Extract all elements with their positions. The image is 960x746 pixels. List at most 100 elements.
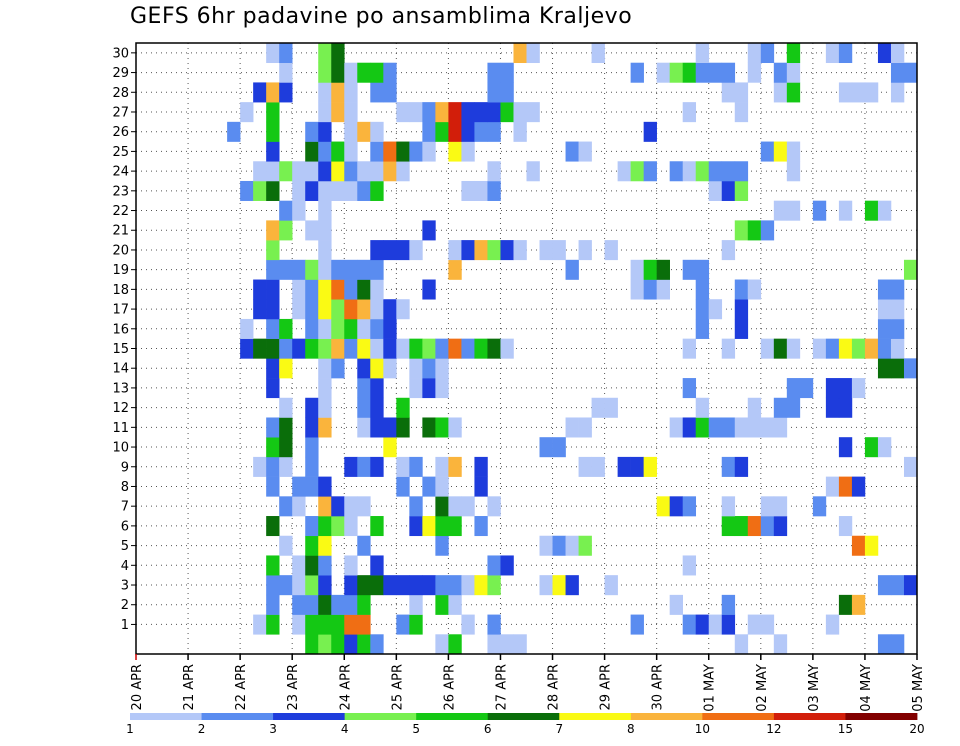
heatmap-cell: [513, 634, 527, 655]
heatmap-cell: [877, 200, 892, 221]
heatmap-cell: [305, 575, 319, 596]
heatmap-cell: [292, 594, 306, 615]
heatmap-cell: [656, 496, 670, 517]
heatmap-cell: [565, 535, 579, 556]
heatmap-cell: [825, 378, 840, 399]
heatmap-cell: [773, 62, 788, 83]
heatmap-cell: [526, 102, 540, 123]
heatmap-cell: [357, 575, 371, 596]
heatmap-cell: [370, 121, 384, 142]
heatmap-cell: [851, 338, 866, 359]
heatmap-cell: [357, 378, 371, 399]
heatmap-cell: [318, 516, 332, 537]
colorbar-segment: [344, 713, 417, 720]
heatmap-cell: [513, 43, 527, 64]
heatmap-cell: [773, 200, 788, 221]
heatmap-cell: [305, 417, 319, 438]
y-tick-label: 8: [121, 480, 129, 495]
heatmap-cell: [448, 240, 462, 261]
heatmap-cell: [318, 141, 332, 162]
heatmap-cell: [370, 180, 384, 201]
heatmap-cell: [760, 141, 775, 162]
heatmap-cell: [552, 575, 566, 596]
heatmap-cell: [435, 102, 449, 123]
heatmap-cell: [721, 338, 736, 359]
heatmap-cell: [435, 634, 449, 655]
heatmap-cell: [266, 82, 280, 103]
heatmap-cell: [474, 575, 488, 596]
heatmap-cell: [318, 180, 332, 201]
heatmap-cell: [838, 200, 853, 221]
heatmap-cell: [435, 476, 449, 497]
heatmap-cell: [500, 555, 514, 576]
y-tick-label: 14: [112, 362, 129, 377]
heatmap-cell: [487, 62, 501, 83]
heatmap-cell: [851, 476, 866, 497]
colorbar: 1 2 3 4 5 6 7 8 10 12 15 20: [126, 713, 925, 736]
y-tick-label: 10: [112, 441, 129, 456]
heatmap-cell: [383, 299, 397, 320]
heatmap-cell: [357, 496, 371, 517]
heatmap-cell: [851, 82, 866, 103]
x-tick-label: 01 MAY: [703, 664, 718, 712]
heatmap-cell: [331, 82, 345, 103]
heatmap-cell: [370, 634, 384, 655]
heatmap-cell: [383, 62, 397, 83]
colorbar-segment: [273, 713, 346, 720]
heatmap-cell: [838, 594, 853, 615]
heatmap-cell: [708, 614, 723, 635]
colorbar-segment: [130, 713, 202, 720]
heatmap-cell: [890, 358, 905, 379]
heatmap-cell: [877, 279, 892, 300]
heatmap-cell: [357, 161, 371, 182]
y-tick-label: 28: [112, 86, 129, 101]
heatmap-cell: [318, 240, 332, 261]
heatmap-cell: [370, 62, 384, 83]
heatmap-cell: [487, 555, 501, 576]
colorbar-label: 7: [555, 722, 563, 736]
heatmap-cell: [825, 476, 840, 497]
heatmap-cell: [448, 102, 462, 123]
heatmap-cell: [838, 397, 853, 418]
heatmap-cell: [500, 240, 514, 261]
heatmap-cell: [890, 634, 905, 655]
heatmap-cell: [305, 279, 319, 300]
heatmap-cell: [292, 161, 306, 182]
heatmap-cell: [435, 358, 449, 379]
heatmap-cell: [539, 437, 553, 458]
x-tick-label: 02 MAY: [755, 664, 770, 712]
x-tick-label: 27 APR: [494, 664, 509, 710]
heatmap-cell: [565, 575, 579, 596]
heatmap-cell: [578, 456, 592, 477]
heatmap-cell: [383, 82, 397, 103]
y-tick-label: 26: [112, 125, 129, 140]
heatmap-cell: [435, 496, 449, 517]
heatmap-cell: [630, 614, 644, 635]
heatmap-cell: [318, 476, 332, 497]
heatmap-cell: [344, 180, 358, 201]
y-tick-label: 15: [112, 342, 129, 357]
heatmap-cell: [474, 121, 488, 142]
heatmap-cell: [266, 614, 280, 635]
heatmap-cell: [721, 161, 736, 182]
heatmap-cell: [253, 161, 267, 182]
heatmap-cell: [643, 279, 657, 300]
heatmap-cell: [357, 614, 371, 635]
heatmap-cell: [474, 456, 488, 477]
heatmap-cell: [786, 338, 801, 359]
heatmap-cell: [409, 102, 423, 123]
heatmap-cell: [357, 535, 371, 556]
heatmap-cell: [318, 62, 332, 83]
heatmap-cell: [305, 397, 319, 418]
heatmap-cell: [266, 456, 280, 477]
heatmap-cell: [877, 437, 892, 458]
heatmap-cell: [669, 62, 683, 83]
chart-title: GEFS 6hr padavine po ansamblima Kraljevo: [130, 4, 633, 29]
heatmap-cell: [903, 259, 918, 280]
heatmap-cell: [292, 200, 306, 221]
heatmap-cell: [331, 161, 345, 182]
heatmap-cell: [877, 338, 892, 359]
heatmap-cell: [461, 575, 475, 596]
heatmap-cell: [331, 496, 345, 517]
heatmap-cell: [500, 102, 514, 123]
